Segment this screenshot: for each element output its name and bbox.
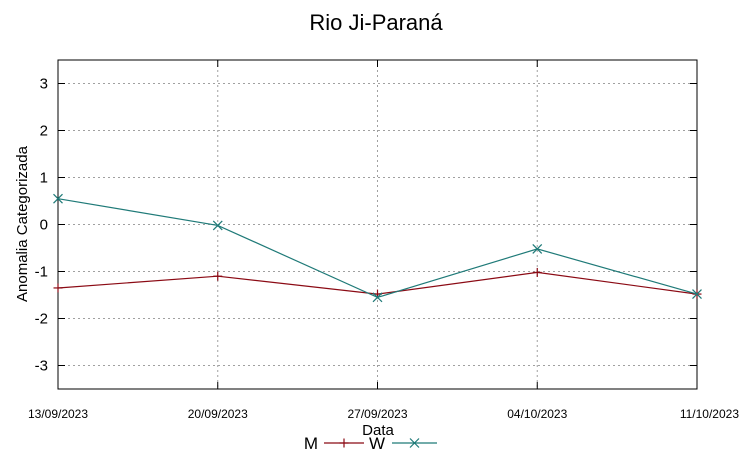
chart: Rio Ji-Paraná 3 2 1 0 -1 -2 -3 13/09/2023 20/09… — [0, 0, 752, 458]
y-tick-label: -1 — [35, 264, 48, 281]
legend-label-M: M — [304, 434, 318, 453]
x-tick-label: 11/10/2023 — [680, 407, 739, 421]
x-tick-label: 13/09/2023 — [28, 407, 88, 421]
legend-marker-M — [340, 439, 349, 448]
data-point-M — [54, 283, 63, 292]
y-axis-label: Anomalia Categorizada — [14, 145, 31, 302]
y-tick-label: 3 — [40, 76, 48, 93]
data-point-M — [213, 272, 222, 281]
y-tick-label: -3 — [35, 358, 48, 375]
chart-title: Rio Ji-Paraná — [309, 10, 443, 35]
series-line-W — [58, 199, 697, 298]
y-tick-label: 0 — [40, 217, 48, 234]
data-point-M — [533, 268, 542, 277]
x-axis: 13/09/2023 20/09/2023 27/09/2023 04/10/2023… — [28, 60, 739, 421]
legend-label-W: W — [369, 434, 385, 453]
x-tick-label: 04/10/2023 — [507, 407, 567, 421]
y-tick-label: 1 — [40, 170, 48, 187]
y-tick-label: 2 — [40, 123, 48, 140]
x-tick-label: 20/09/2023 — [188, 407, 248, 421]
x-tick-label: 27/09/2023 — [347, 407, 407, 421]
grid — [58, 60, 697, 389]
y-tick-label: -2 — [35, 311, 48, 328]
